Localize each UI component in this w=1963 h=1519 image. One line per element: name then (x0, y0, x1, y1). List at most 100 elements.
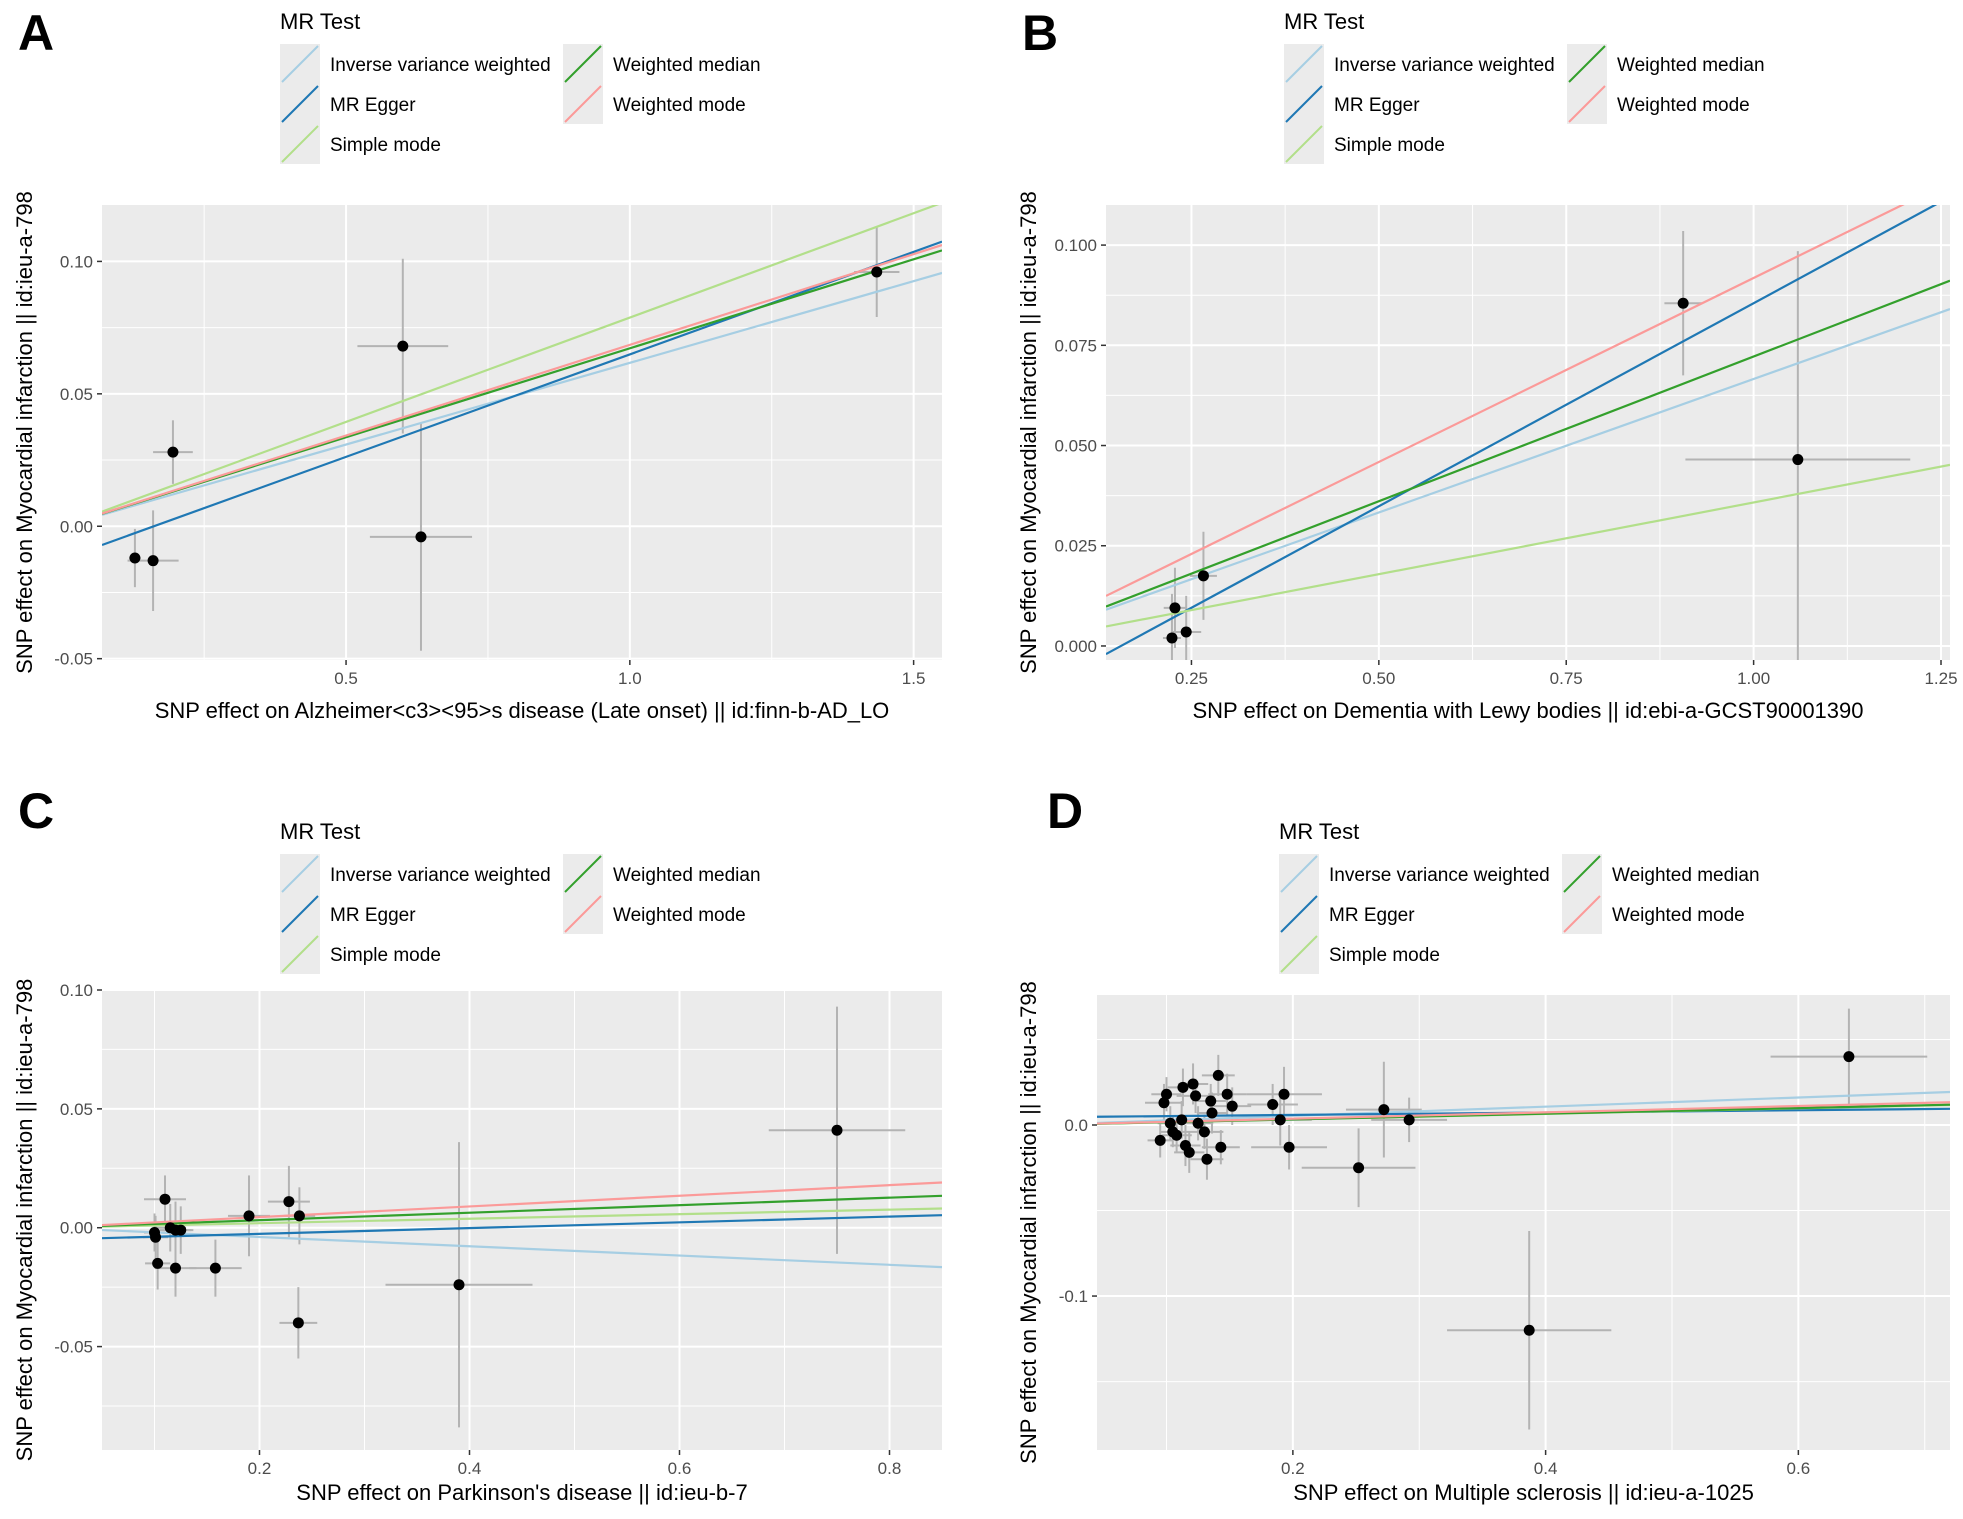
legend-label-median: Weighted median (1617, 55, 1765, 76)
plot-content (102, 1006, 942, 1428)
legend-swatch-ivw (1285, 45, 1323, 83)
legend-swatch-simple (1285, 125, 1323, 163)
legend-label-egger: MR Egger (1334, 95, 1420, 116)
legend-swatch-egger (1280, 895, 1318, 933)
data-point (1183, 1146, 1195, 1158)
legend-label-median: Weighted median (1612, 865, 1760, 886)
data-point (1205, 1095, 1217, 1107)
data-point (170, 1262, 181, 1274)
line-median (1106, 279, 1950, 608)
data-point (1180, 626, 1192, 638)
x-axis-title: SNP effect on Dementia with Lewy bodies … (1193, 698, 1864, 723)
legend-label-wmode: Weighted mode (613, 95, 746, 116)
line-ivw (1097, 1090, 1950, 1125)
x-tick-label: 0.6 (668, 1459, 692, 1478)
legend-swatch-ivw (281, 45, 319, 83)
data-point (1201, 1153, 1213, 1165)
data-point (129, 552, 141, 564)
data-point (209, 1262, 221, 1274)
line-wmode (102, 244, 942, 515)
x-tick-label: 0.2 (248, 1459, 272, 1478)
legend-title: MR Test (280, 9, 360, 34)
data-point (147, 555, 159, 567)
data-point (831, 1124, 843, 1136)
legend-label-ivw: Inverse variance weighted (330, 865, 551, 886)
data-point (159, 1193, 171, 1205)
data-point (1226, 1100, 1238, 1112)
legend-swatch-median (564, 45, 602, 83)
panel-label: A (18, 5, 54, 61)
data-point (1353, 1162, 1365, 1174)
y-axis-title: SNP effect on Myocardial infarction || i… (12, 979, 37, 1462)
y-tick-label: -0.05 (54, 1338, 93, 1357)
line-ivw (102, 1228, 942, 1269)
y-tick-label: 0.050 (1054, 437, 1097, 456)
x-tick-label: 1.00 (1737, 669, 1770, 688)
legend-label-simple: Simple mode (330, 945, 441, 966)
data-point (1190, 1090, 1202, 1102)
data-point (1212, 1069, 1224, 1081)
data-point (1278, 1088, 1290, 1100)
legend: MR Test Inverse variance weighted MR Egger… (1279, 819, 1760, 974)
data-point (1677, 297, 1689, 309)
data-point (1187, 1078, 1199, 1090)
legend-label-egger: MR Egger (330, 905, 416, 926)
data-point (1197, 570, 1209, 582)
legend-label-simple: Simple mode (1334, 135, 1445, 156)
data-point (292, 1317, 304, 1329)
data-point (293, 1210, 305, 1222)
legend-label-median: Weighted median (613, 55, 761, 76)
line-simple (102, 205, 940, 513)
legend-swatch-simple (281, 125, 319, 163)
legend: MR Test Inverse variance weighted MR Egger… (280, 819, 761, 974)
y-tick-label: 0.10 (60, 981, 93, 1000)
data-point (1164, 1117, 1176, 1129)
legend-label-simple: Simple mode (330, 135, 441, 156)
panel-b: B MR Test Inverse variance weighted MR Egge… (1016, 5, 1958, 723)
line-ivw (1106, 307, 1950, 611)
x-tick-label: 1.25 (1924, 669, 1957, 688)
data-point (1192, 1117, 1204, 1129)
data-point (1267, 1098, 1279, 1110)
line-egger (1106, 205, 1938, 656)
data-point (1403, 1114, 1415, 1126)
x-tick-label: 0.75 (1550, 669, 1583, 688)
legend-swatch-median (1563, 855, 1601, 893)
data-point (1274, 1114, 1286, 1126)
y-tick-label: -0.05 (54, 650, 93, 669)
x-tick-label: 0.8 (878, 1459, 902, 1478)
y-tick-label: 0.0 (1064, 1116, 1088, 1135)
y-tick-label: 0.100 (1054, 236, 1097, 255)
x-tick-label: 0.25 (1175, 669, 1208, 688)
legend-label-wmode: Weighted mode (1617, 95, 1750, 116)
legend-swatch-simple (1280, 935, 1318, 973)
data-point (1176, 1114, 1188, 1126)
line-egger (102, 1214, 942, 1240)
legend-label-egger: MR Egger (1329, 905, 1415, 926)
data-point (1166, 632, 1178, 644)
legend-title: MR Test (280, 819, 360, 844)
data-point (415, 531, 427, 543)
data-point (453, 1279, 465, 1291)
y-tick-label: 0.05 (60, 385, 93, 404)
line-egger (102, 240, 942, 547)
line-wmode (102, 1181, 942, 1227)
panel-label: C (18, 783, 54, 839)
legend-swatch-wmode (1563, 895, 1601, 933)
data-point (397, 340, 409, 352)
data-point (243, 1210, 255, 1222)
legend-swatch-ivw (1280, 855, 1318, 893)
legend-label-ivw: Inverse variance weighted (1334, 55, 1555, 76)
y-tick-label: 0.00 (60, 1219, 93, 1238)
data-point (175, 1224, 187, 1236)
panel-a: A MR Test Inverse variance weighted MR Egge… (12, 5, 942, 723)
panel-d: D MR Test Inverse variance weighted MR Egge… (1016, 783, 1950, 1505)
legend-label-ivw: Inverse variance weighted (1329, 865, 1550, 886)
y-axis-title: SNP effect on Myocardial infarction || i… (1016, 191, 1041, 674)
y-tick-label: -0.1 (1059, 1287, 1088, 1306)
line-simple (1106, 463, 1950, 628)
plot-area (1106, 205, 1950, 660)
y-tick-label: 0.000 (1054, 637, 1097, 656)
line-median (102, 1194, 942, 1227)
line-simple (102, 1207, 942, 1228)
